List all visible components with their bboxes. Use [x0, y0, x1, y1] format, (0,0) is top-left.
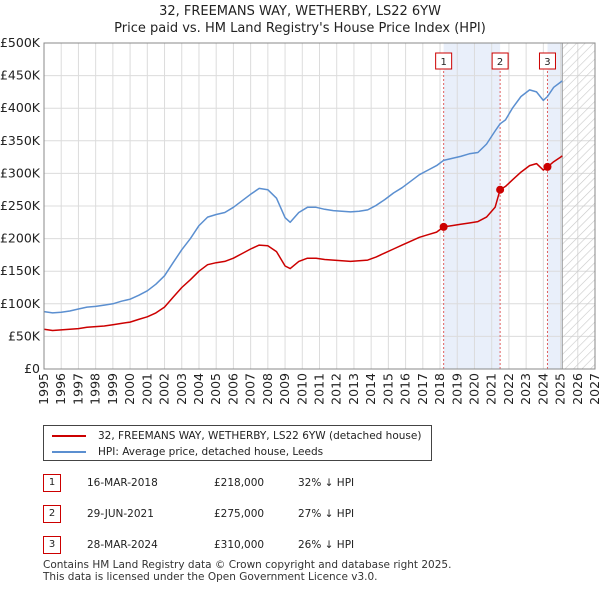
transaction-date: 28-MAR-2024: [87, 539, 158, 551]
legend-item-hpi: HPI: Average price, detached house, Leed…: [52, 444, 323, 460]
legend: 32, FREEMANS WAY, WETHERBY, LS22 6YW (de…: [43, 425, 432, 461]
sale-marker-box: [435, 52, 453, 70]
x-tick-label: 2027: [587, 373, 600, 405]
x-tick-label: 2026: [570, 373, 585, 405]
y-tick-label: £500K: [0, 35, 41, 50]
transaction-number-badge: 1: [43, 474, 61, 492]
x-tick-label: 2001: [139, 373, 154, 405]
transaction-row: 1 16-MAR-2018 £218,000 32% ↓ HPI: [0, 474, 600, 496]
plot-frame: [43, 42, 596, 370]
x-tick-label: 2018: [432, 373, 447, 405]
chart-title: 32, FREEMANS WAY, WETHERBY, LS22 6YW: [159, 4, 441, 19]
x-tick-label: 2000: [122, 373, 137, 405]
x-tick-label: 2004: [191, 373, 206, 405]
y-tick-label: £150K: [0, 263, 41, 278]
forecast-hatch: [562, 43, 595, 369]
legend-swatch-property: [52, 435, 86, 437]
x-tick-label: 2003: [174, 373, 189, 405]
x-tick-label: 1999: [105, 373, 120, 405]
y-tick-label: £50K: [8, 328, 41, 343]
transaction-number-badge: 2: [43, 505, 61, 523]
transaction-hpi-diff: 26% ↓ HPI: [298, 539, 355, 551]
sale-point: [496, 185, 505, 194]
footer-line-licence: This data is licensed under the Open Gov…: [43, 571, 378, 583]
x-tick-label: 1998: [88, 373, 103, 405]
y-tick-label: £200K: [0, 231, 41, 246]
transaction-number-badge: 3: [43, 536, 61, 554]
price-chart: 32, FREEMANS WAY, WETHERBY, LS22 6YW Pri…: [0, 4, 600, 405]
series-line-hpi: [43, 80, 563, 314]
x-tick-label: 2007: [243, 373, 258, 405]
x-tick-label: 2011: [312, 373, 327, 405]
transaction-date: 16-MAR-2018: [87, 477, 158, 489]
y-tick-label: £400K: [0, 100, 41, 115]
footer-attribution: Contains HM Land Registry data © Crown c…: [43, 559, 451, 583]
legend-swatch-hpi: [52, 451, 86, 453]
x-tick-label: 2017: [415, 373, 430, 405]
x-tick-label: 2024: [535, 373, 550, 405]
x-tick-label: 1996: [53, 373, 68, 405]
sale-marker-box: [538, 52, 556, 70]
x-tick-label: 2015: [380, 373, 395, 405]
x-tick-label: 2023: [518, 373, 533, 405]
y-tick-label: £0: [24, 361, 40, 376]
y-tick-label: £300K: [0, 165, 41, 180]
x-tick-label: 2009: [277, 373, 292, 405]
x-tick-label: 1997: [70, 373, 85, 405]
series-line-property: [43, 155, 563, 332]
x-tick-label: 2012: [329, 373, 344, 405]
sale-marker-label: 1: [440, 57, 446, 68]
sale-marker-label: 2: [497, 57, 503, 68]
x-tick-label: 2022: [501, 373, 516, 405]
legend-label-hpi: HPI: Average price, detached house, Leed…: [98, 446, 324, 458]
transaction-hpi-diff: 32% ↓ HPI: [298, 477, 355, 489]
chart-subtitle: Price paid vs. HM Land Registry's House …: [114, 21, 486, 36]
transaction-price: £218,000: [214, 477, 265, 489]
sale-marker-box: [491, 52, 509, 70]
sale-marker-label: 3: [544, 57, 550, 68]
transaction-row: 3 28-MAR-2024 £310,000 26% ↓ HPI: [0, 536, 600, 558]
transaction-price: £310,000: [214, 539, 265, 551]
x-tick-label: 2002: [157, 373, 172, 405]
y-tick-label: £350K: [0, 133, 41, 148]
x-tick-label: 2008: [260, 373, 275, 405]
transaction-row: 2 29-JUN-2021 £275,000 27% ↓ HPI: [0, 505, 600, 527]
x-tick-label: 2006: [225, 373, 240, 405]
x-tick-label: 2025: [553, 373, 568, 405]
legend-label-property: 32, FREEMANS WAY, WETHERBY, LS22 6YW (de…: [98, 430, 422, 442]
x-tick-label: 2013: [346, 373, 361, 405]
x-tick-label: 2005: [208, 373, 223, 405]
sale-point: [439, 222, 448, 231]
x-tick-label: 1995: [36, 373, 51, 405]
y-tick-label: £250K: [0, 198, 41, 213]
x-tick-label: 2021: [484, 373, 499, 405]
x-tick-label: 2014: [363, 373, 378, 405]
legend-item-property: 32, FREEMANS WAY, WETHERBY, LS22 6YW (de…: [52, 428, 421, 444]
y-tick-label: £100K: [0, 296, 41, 311]
sale-point: [543, 162, 552, 171]
transaction-price: £275,000: [214, 508, 265, 520]
transaction-hpi-diff: 27% ↓ HPI: [298, 508, 355, 520]
y-tick-label: £450K: [0, 68, 41, 83]
x-tick-label: 2016: [398, 373, 413, 405]
x-tick-label: 2019: [449, 373, 464, 405]
x-tick-label: 2010: [294, 373, 309, 405]
transaction-date: 29-JUN-2021: [87, 508, 154, 520]
x-tick-label: 2020: [466, 373, 481, 405]
footer-line-copyright: Contains HM Land Registry data © Crown c…: [43, 559, 452, 571]
